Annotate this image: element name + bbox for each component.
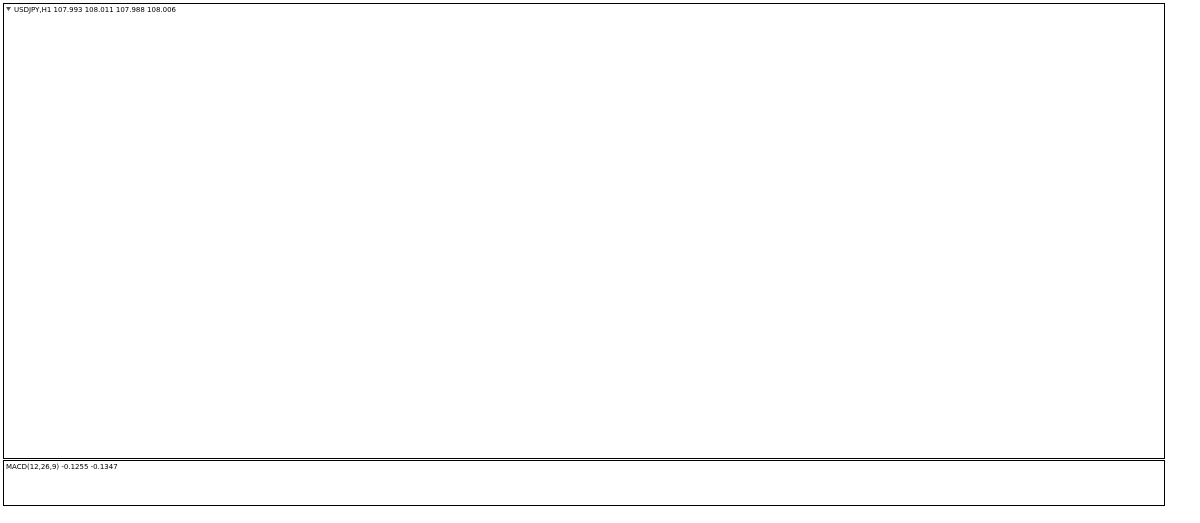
chart-title: USDJPY,H1 107.993 108.011 107.988 108.00… [14,6,177,14]
main-frame [3,3,1165,459]
macd-title: MACD(12,26,9) -0.1255 -0.1347 [6,463,118,471]
macd-frame [3,460,1165,506]
title-icon [6,7,11,11]
